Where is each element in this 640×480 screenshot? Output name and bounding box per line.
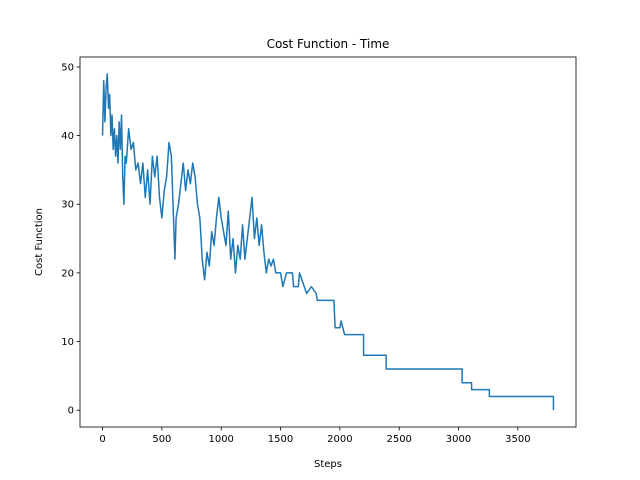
x-axis-label: Steps	[314, 459, 342, 470]
x-tick-label: 3500	[505, 434, 530, 445]
x-tick-label: 2500	[386, 434, 411, 445]
line-series	[101, 73, 555, 411]
y-tick-label: 50	[61, 62, 74, 73]
x-tick-label: 0	[99, 434, 105, 445]
x-tick-label: 2000	[327, 434, 352, 445]
y-axis-label: Cost Function	[34, 208, 45, 276]
plot-frame	[79, 56, 577, 428]
x-tick-label: 1500	[268, 434, 293, 445]
y-tick-label: 30	[61, 200, 74, 211]
x-tick-label: 500	[152, 434, 171, 445]
y-tick-label: 20	[61, 268, 74, 279]
chart-title: Cost Function - Time	[267, 37, 390, 51]
y-tick-label: 0	[68, 406, 74, 417]
y-tick-label: 10	[61, 337, 74, 348]
y-tick-label: 40	[61, 131, 74, 142]
x-tick-label: 3000	[446, 434, 471, 445]
x-tick-label: 1000	[208, 434, 233, 445]
